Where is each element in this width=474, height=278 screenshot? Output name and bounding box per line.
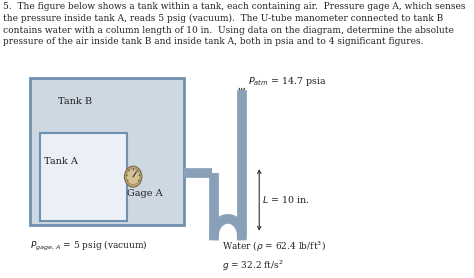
Text: Tank A: Tank A (44, 157, 77, 166)
Bar (30, 78, 184, 225)
Text: $P_{atm}$ = 14.7 psia: $P_{atm}$ = 14.7 psia (248, 75, 327, 88)
Bar (40, 133, 127, 221)
Text: 5.  The figure below shows a tank within a tank, each containing air.  Pressure : 5. The figure below shows a tank within … (3, 2, 465, 46)
Circle shape (127, 168, 140, 185)
Text: Water ($\rho$ = 62.4 lb/ft$^3$)
$g$ = 32.2 ft/s$^2$: Water ($\rho$ = 62.4 lb/ft$^3$) $g$ = 32… (222, 239, 326, 273)
Circle shape (125, 166, 142, 187)
Polygon shape (214, 219, 242, 235)
Text: Tank B: Tank B (58, 97, 92, 106)
Text: $L$ = 10 in.: $L$ = 10 in. (263, 194, 310, 205)
Text: $P_{gage,\, A}$ = 5 psig (vacuum): $P_{gage,\, A}$ = 5 psig (vacuum) (30, 239, 148, 254)
Text: Gage A: Gage A (127, 189, 163, 198)
